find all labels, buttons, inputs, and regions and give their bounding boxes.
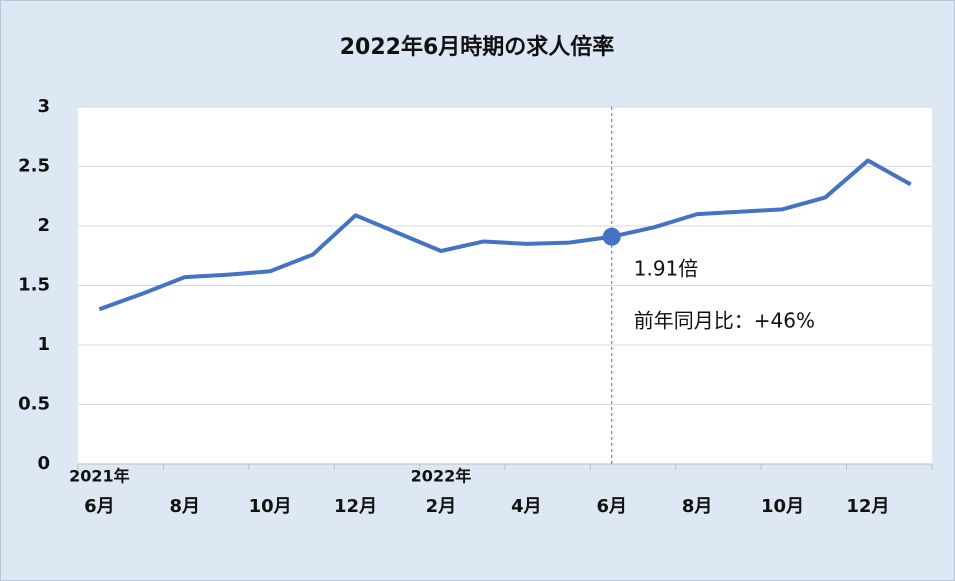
annotation-sub: 前年同月比：+46% [634,309,815,333]
x-tick-label: 12月 [334,496,377,517]
y-tick-label: 2 [37,215,50,236]
data-line [98,158,912,312]
y-tick-label: 1.5 [18,275,50,296]
year-label: 2022年 [411,467,472,486]
y-tick-label: 1 [37,334,50,355]
chart-title: 2022年6月時期の求人倍率 [340,34,615,60]
x-tick-label: 6月 [596,496,627,517]
y-tick-label: 2.5 [18,156,50,177]
x-tick-label: 12月 [846,496,889,517]
x-tick-label: 2月 [426,496,457,517]
y-tick-label: 0.5 [18,394,50,415]
x-tick-label: 6月 [84,496,115,517]
x-tick-label: 10月 [761,496,804,517]
annotation: 1.91倍 [634,257,699,281]
year-label: 2021年 [69,467,130,486]
x-tick-label: 10月 [249,496,292,517]
x-tick-label: 8月 [169,496,200,517]
highlight-marker [602,227,621,246]
y-tick-label: 0 [37,453,50,474]
x-tick-label: 8月 [682,496,713,517]
y-tick-label: 3 [37,96,50,117]
x-tick-label: 4月 [511,496,542,517]
